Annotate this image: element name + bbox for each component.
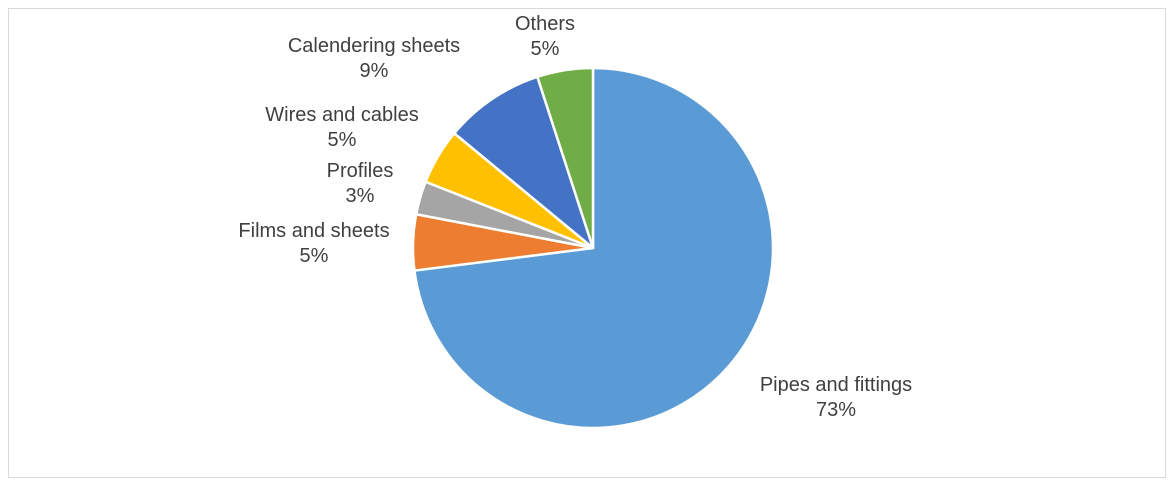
slice-percent-films-and-sheets: 5%	[300, 245, 329, 267]
slice-percent-wires-and-cables: 5%	[328, 129, 357, 151]
slice-label-calendering-sheets: Calendering sheets	[288, 35, 460, 57]
slice-percent-others: 5%	[531, 38, 560, 60]
slice-label-wires-and-cables: Wires and cables	[265, 104, 418, 126]
slice-label-pipes-and-fittings: Pipes and fittings	[760, 374, 912, 396]
slice-label-films-and-sheets: Films and sheets	[238, 220, 389, 242]
slice-percent-calendering-sheets: 9%	[360, 60, 389, 82]
slice-percent-pipes-and-fittings: 73%	[816, 399, 856, 421]
slice-label-profiles: Profiles	[327, 160, 394, 182]
slice-percent-profiles: 3%	[346, 185, 375, 207]
slice-label-others: Others	[515, 13, 575, 35]
pie-slice-others	[536, 66, 595, 250]
pie-slice-calendering-sheets	[453, 75, 595, 250]
